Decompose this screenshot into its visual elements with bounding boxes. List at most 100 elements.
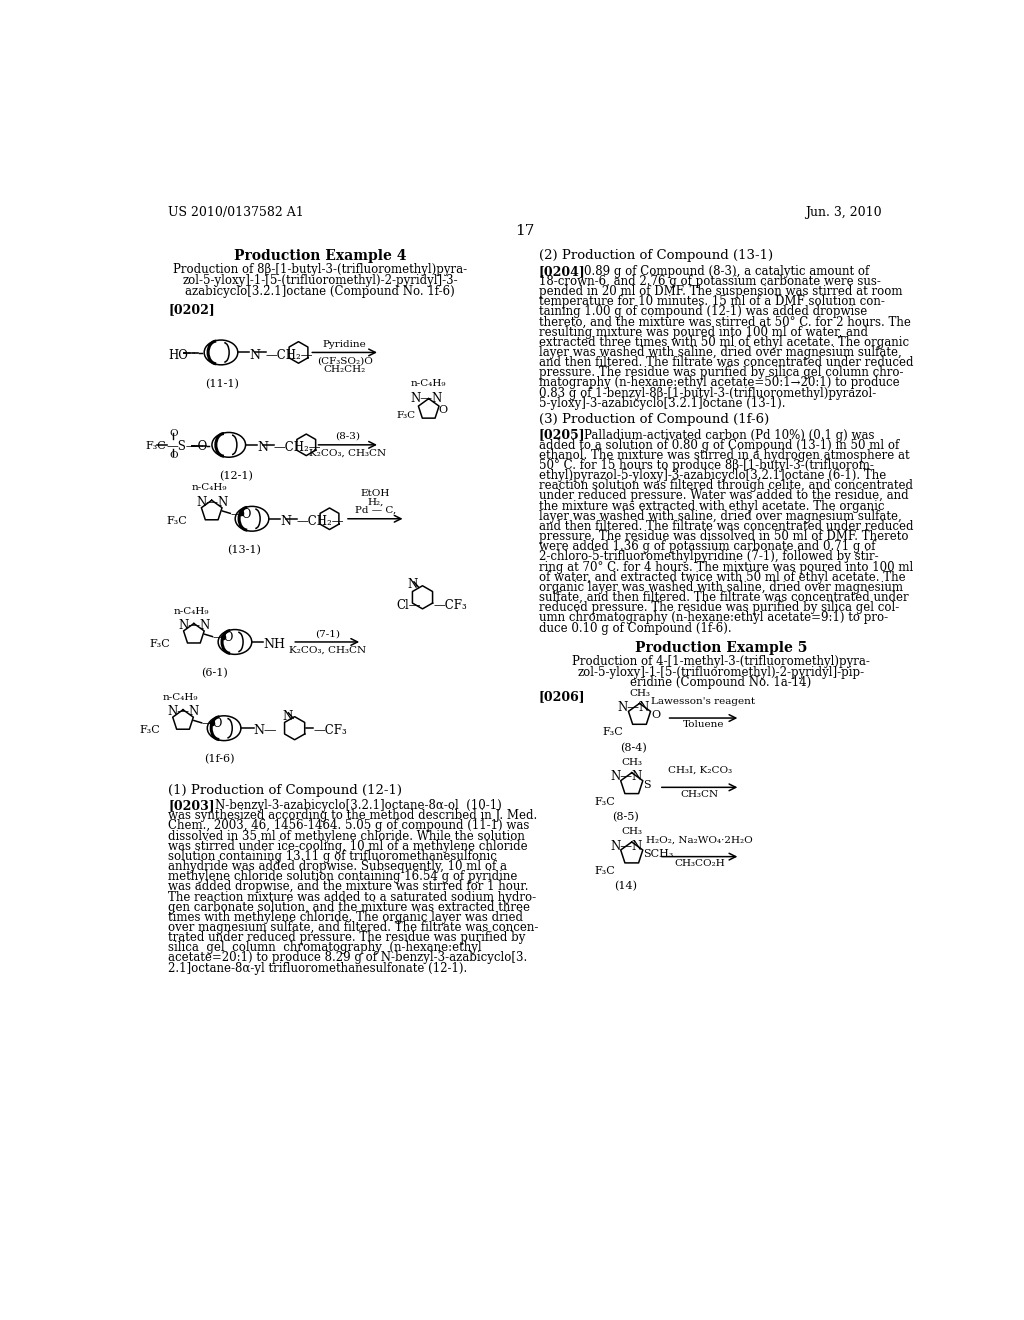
Text: matography (n-hexane:ethyl acetate=50:1→20:1) to produce: matography (n-hexane:ethyl acetate=50:1→… xyxy=(539,376,899,389)
Text: n-C₄H₉: n-C₄H₉ xyxy=(174,607,209,615)
Text: times with methylene chloride. The organic layer was dried: times with methylene chloride. The organ… xyxy=(168,911,523,924)
Text: 2-chloro-5-trifluoromethylpyridine (7-1), followed by stir-: 2-chloro-5-trifluoromethylpyridine (7-1)… xyxy=(539,550,879,564)
Text: n-C₄H₉: n-C₄H₉ xyxy=(163,693,199,702)
Text: Palladium-activated carbon (Pd 10%) (0.1 g) was: Palladium-activated carbon (Pd 10%) (0.1… xyxy=(584,429,874,441)
Text: F₃C: F₃C xyxy=(396,411,416,420)
Text: N—N: N—N xyxy=(178,619,211,632)
Text: eridine (Compound No. 1a-14): eridine (Compound No. 1a-14) xyxy=(630,676,811,689)
Text: and then filtered. The filtrate was concentrated under reduced: and then filtered. The filtrate was conc… xyxy=(539,356,913,370)
Text: were added 1.36 g of potassium carbonate and 0.71 g of: were added 1.36 g of potassium carbonate… xyxy=(539,540,876,553)
Text: of water, and extracted twice with 50 ml of ethyl acetate. The: of water, and extracted twice with 50 ml… xyxy=(539,570,905,583)
Text: (7-1): (7-1) xyxy=(314,630,340,638)
Text: [0206]: [0206] xyxy=(539,690,586,704)
Text: F₃C: F₃C xyxy=(595,866,615,876)
Text: —O: —O xyxy=(212,631,233,644)
Text: F₃C: F₃C xyxy=(139,725,161,735)
Text: solution containing 13.11 g of trifluoromethanesulfonic: solution containing 13.11 g of trifluoro… xyxy=(168,850,498,863)
Text: duce 0.10 g of Compound (1f-6).: duce 0.10 g of Compound (1f-6). xyxy=(539,622,731,635)
Text: (8-5): (8-5) xyxy=(612,812,639,822)
Text: ethanol. The mixture was stirred in a hydrogen atmosphere at: ethanol. The mixture was stirred in a hy… xyxy=(539,449,909,462)
Text: reaction solution was filtered through celite, and concentrated: reaction solution was filtered through c… xyxy=(539,479,912,492)
Text: Production of 4-[1-methyl-3-(trifluoromethyl)pyra-: Production of 4-[1-methyl-3-(trifluorome… xyxy=(572,655,869,668)
Text: —S—O: —S—O xyxy=(167,441,208,453)
Text: N—N: N—N xyxy=(617,701,650,714)
Text: (3) Production of Compound (1f-6): (3) Production of Compound (1f-6) xyxy=(539,413,769,426)
Text: 50° C. for 15 hours to produce 8β-[1-butyl-3-(trifluorom-: 50° C. for 15 hours to produce 8β-[1-but… xyxy=(539,459,873,473)
Text: was stirred under ice-cooling, 10 ml of a methylene chloride: was stirred under ice-cooling, 10 ml of … xyxy=(168,840,528,853)
Text: CH₂CH₂: CH₂CH₂ xyxy=(324,364,366,374)
Text: and then filtered. The filtrate was concentrated under reduced: and then filtered. The filtrate was conc… xyxy=(539,520,913,533)
Text: N—N: N—N xyxy=(610,771,642,783)
Text: CH₃: CH₃ xyxy=(629,689,650,698)
Text: temperature for 10 minutes. 15 ml of a DMF solution con-: temperature for 10 minutes. 15 ml of a D… xyxy=(539,296,885,308)
Text: Production of 8β-[1-butyl-3-(trifluoromethyl)pyra-: Production of 8β-[1-butyl-3-(trifluorome… xyxy=(173,263,467,276)
Text: N: N xyxy=(281,515,292,528)
Text: (12-1): (12-1) xyxy=(219,471,253,482)
Text: F₃C: F₃C xyxy=(595,796,615,807)
Text: H₂,: H₂, xyxy=(367,498,383,507)
Text: S: S xyxy=(643,780,651,789)
Text: —CF₃: —CF₃ xyxy=(433,599,467,612)
Text: CH₃CO₂H: CH₃CO₂H xyxy=(674,859,725,869)
Text: gen carbonate solution, and the mixture was extracted three: gen carbonate solution, and the mixture … xyxy=(168,900,530,913)
Text: taining 1.00 g of compound (12-1) was added dropwise: taining 1.00 g of compound (12-1) was ad… xyxy=(539,305,867,318)
Text: azabicyclo[3.2.1]octane (Compound No. 1f-6): azabicyclo[3.2.1]octane (Compound No. 1f… xyxy=(185,285,455,298)
Text: (2) Production of Compound (13-1): (2) Production of Compound (13-1) xyxy=(539,249,773,263)
Text: N—: N— xyxy=(254,725,278,738)
Text: the mixture was extracted with ethyl acetate. The organic: the mixture was extracted with ethyl ace… xyxy=(539,500,885,512)
Text: added to a solution of 0.80 g of Compound (13-1) in 50 ml of: added to a solution of 0.80 g of Compoun… xyxy=(539,438,899,451)
Text: K₂CO₃, CH₃CN: K₂CO₃, CH₃CN xyxy=(309,449,386,458)
Text: N: N xyxy=(283,710,293,723)
Text: pressure. The residue was dissolved in 50 ml of DMF. Thereto: pressure. The residue was dissolved in 5… xyxy=(539,531,908,543)
Text: Toluene: Toluene xyxy=(683,721,724,730)
Text: —O: —O xyxy=(202,718,223,730)
Text: Pyridine: Pyridine xyxy=(323,339,367,348)
Text: (11-1): (11-1) xyxy=(206,379,240,389)
Text: zol-5-yloxy]-1-[5-(trifluoromethyl)-2-pyridyl]-pip-: zol-5-yloxy]-1-[5-(trifluoromethyl)-2-py… xyxy=(578,665,864,678)
Text: —CH₂—: —CH₂— xyxy=(266,348,313,362)
Text: N—N: N—N xyxy=(197,496,228,508)
Text: —O: —O xyxy=(230,508,252,521)
Text: (8-3): (8-3) xyxy=(335,432,360,441)
Text: Cl—: Cl— xyxy=(396,599,421,612)
Text: F₃C: F₃C xyxy=(167,516,187,525)
Text: was added dropwise, and the mixture was stirred for 1 hour.: was added dropwise, and the mixture was … xyxy=(168,880,528,894)
Text: N: N xyxy=(250,348,261,362)
Text: anhydride was added dropwise. Subsequently, 10 ml of a: anhydride was added dropwise. Subsequent… xyxy=(168,861,507,873)
Text: extracted three times with 50 ml of ethyl acetate. The organic: extracted three times with 50 ml of ethy… xyxy=(539,335,909,348)
Text: was synthesized according to the method described in J. Med.: was synthesized according to the method … xyxy=(168,809,538,822)
Text: Pd — C,: Pd — C, xyxy=(354,506,396,515)
Text: The reaction mixture was added to a saturated sodium hydro-: The reaction mixture was added to a satu… xyxy=(168,891,537,903)
Text: —CH₂—: —CH₂— xyxy=(273,441,322,454)
Text: CH₃: CH₃ xyxy=(622,828,642,837)
Text: N: N xyxy=(408,578,418,591)
Text: acetate=20:1) to produce 8.29 g of N-benzyl-3-azabicyclo[3.: acetate=20:1) to produce 8.29 g of N-ben… xyxy=(168,952,527,965)
Text: CH₃I, K₂CO₃: CH₃I, K₂CO₃ xyxy=(668,766,731,775)
Text: [0203]: [0203] xyxy=(168,799,215,812)
Text: umn chromatography (n-hexane:ethyl acetate=9:1) to pro-: umn chromatography (n-hexane:ethyl aceta… xyxy=(539,611,888,624)
Text: trated under reduced pressure. The residue was purified by: trated under reduced pressure. The resid… xyxy=(168,931,525,944)
Text: K₂CO₃, CH₃CN: K₂CO₃, CH₃CN xyxy=(289,645,366,655)
Text: CH₃CN: CH₃CN xyxy=(681,789,719,799)
Text: F₃C: F₃C xyxy=(145,441,166,451)
Text: (8-4): (8-4) xyxy=(620,743,647,752)
Text: EtOH: EtOH xyxy=(360,488,390,498)
Text: O: O xyxy=(651,710,660,721)
Text: O: O xyxy=(170,429,178,438)
Text: N: N xyxy=(257,441,268,454)
Text: dissolved in 35 ml of methylene chloride. While the solution: dissolved in 35 ml of methylene chloride… xyxy=(168,829,525,842)
Text: 5-yloxy]-3-azabicyclo[3.2.1]octane (13-1).: 5-yloxy]-3-azabicyclo[3.2.1]octane (13-1… xyxy=(539,397,785,409)
Text: —CH₂—: —CH₂— xyxy=(297,515,344,528)
Text: [0204]: [0204] xyxy=(539,264,586,277)
Text: F₃C: F₃C xyxy=(602,727,623,738)
Text: silica  gel  column  chromatography  (n-hexane:ethyl: silica gel column chromatography (n-hexa… xyxy=(168,941,482,954)
Text: (6-1): (6-1) xyxy=(202,668,228,678)
Text: ring at 70° C. for 4 hours. The mixture was poured into 100 ml: ring at 70° C. for 4 hours. The mixture … xyxy=(539,561,913,574)
Text: Chem., 2003, 46, 1456-1464. 5.05 g of compound (11-1) was: Chem., 2003, 46, 1456-1464. 5.05 g of co… xyxy=(168,820,529,833)
Text: O: O xyxy=(170,451,178,459)
Text: H₂O₂, Na₂WO₄·2H₂O: H₂O₂, Na₂WO₄·2H₂O xyxy=(646,836,753,845)
Text: Production Example 4: Production Example 4 xyxy=(233,249,407,263)
Text: —CF₃: —CF₃ xyxy=(313,725,347,738)
Text: methylene chloride solution containing 16.54 g of pyridine: methylene chloride solution containing 1… xyxy=(168,870,518,883)
Text: thereto, and the mixture was stirred at 50° C. for 2 hours. The: thereto, and the mixture was stirred at … xyxy=(539,315,910,329)
